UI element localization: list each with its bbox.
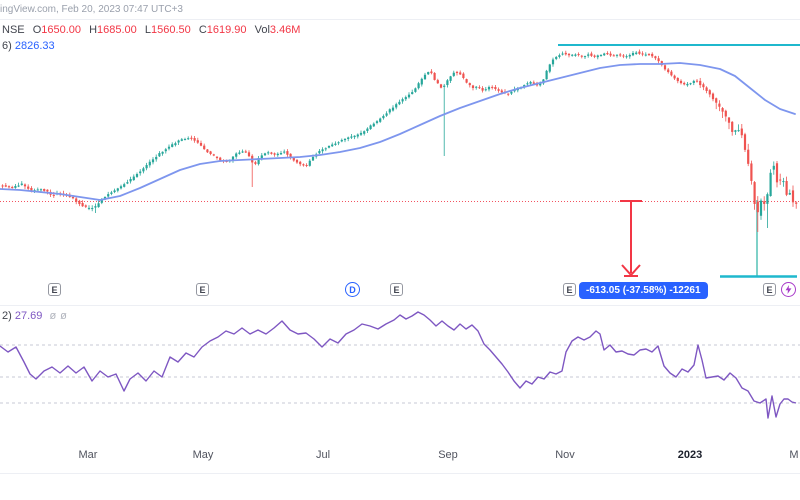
open-label: O bbox=[32, 24, 42, 36]
flash-event-badge[interactable] bbox=[781, 282, 796, 297]
time-axis-label: M bbox=[789, 449, 799, 461]
close-value: 1619.90 bbox=[206, 24, 247, 36]
time-axis[interactable]: Mar May Jul Sep Nov 2023 M bbox=[0, 446, 800, 472]
high-value: 1685.00 bbox=[97, 24, 137, 36]
moving-average-line bbox=[0, 62, 796, 201]
header-divider bbox=[0, 19, 800, 20]
time-axis-label: May bbox=[192, 449, 214, 461]
time-axis-label: Nov bbox=[555, 449, 575, 461]
pane-separator[interactable] bbox=[0, 305, 800, 306]
earnings-badge[interactable]: E bbox=[763, 283, 776, 296]
dividend-badge[interactable]: D bbox=[345, 282, 360, 297]
rsi-legend-value: 27.69 bbox=[14, 310, 43, 322]
ma-legend: 6) 2826.33 bbox=[2, 40, 55, 52]
open-value: 1650.00 bbox=[41, 24, 82, 36]
down-arrow-annotation[interactable] bbox=[620, 200, 642, 277]
rsi-legend: 2) 27.69 øø bbox=[2, 310, 71, 322]
low-label: L bbox=[144, 24, 151, 36]
watermark-text: ingView.com, Feb 20, 2023 07:47 UTC+3 bbox=[0, 4, 183, 15]
lightning-icon bbox=[785, 285, 792, 294]
earnings-badge[interactable]: E bbox=[390, 283, 403, 296]
time-axis-label: Mar bbox=[78, 449, 98, 461]
earnings-badge[interactable]: E bbox=[563, 283, 576, 296]
volume-value: 3.46M bbox=[269, 24, 301, 36]
time-axis-label: Sep bbox=[438, 449, 458, 461]
time-axis-label: 2023 bbox=[677, 449, 703, 461]
earnings-badge[interactable]: E bbox=[48, 283, 61, 296]
symbol-label: NSE bbox=[2, 24, 25, 36]
ma-legend-value: 2826.33 bbox=[14, 40, 55, 52]
close-label: C bbox=[198, 24, 207, 36]
rsi-line bbox=[0, 311, 797, 419]
high-label: H bbox=[89, 24, 98, 36]
earnings-badge[interactable]: E bbox=[196, 283, 209, 296]
ma-legend-prefix: 6) bbox=[2, 40, 12, 52]
low-value: 1560.50 bbox=[150, 24, 191, 36]
time-axis-label: Jul bbox=[315, 449, 331, 461]
rsi-legend-empty-values: øø bbox=[49, 310, 71, 322]
rsi-legend-prefix: 2) bbox=[2, 310, 12, 322]
candlestick-series bbox=[1, 49, 798, 232]
measure-label[interactable]: -613.05 (-37.58%) -12261 bbox=[579, 282, 708, 299]
volume-label: Vol bbox=[254, 24, 270, 36]
axis-divider bbox=[0, 473, 800, 474]
ohlc-legend: NSE O1650.00 H1685.00 L1560.50 C1619.90 … bbox=[2, 24, 300, 36]
